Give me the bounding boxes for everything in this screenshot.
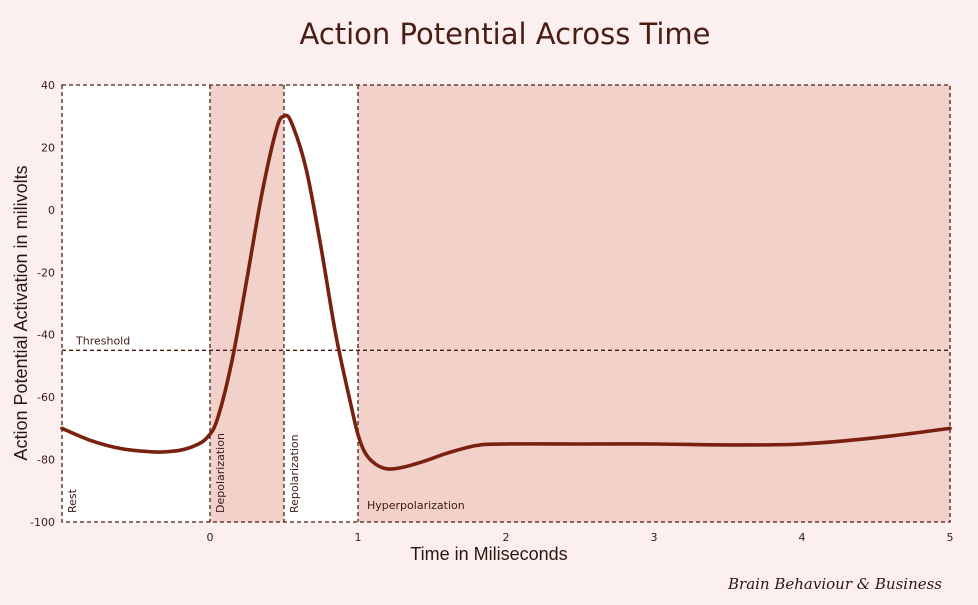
y-tick-label: 40 [41, 79, 55, 92]
x-tick-label: 3 [651, 531, 658, 544]
x-tick-label: 4 [799, 531, 806, 544]
phase-region-hyperpolarization [358, 85, 950, 522]
y-tick-label: -80 [37, 454, 55, 467]
x-tick-label: 2 [503, 531, 510, 544]
y-tick-label: -40 [37, 329, 55, 342]
threshold-label: Threshold [75, 334, 130, 347]
y-axis-label: Action Potential Activation in milivolts [11, 165, 31, 460]
phase-label-repolarization: Repolarization [288, 434, 301, 513]
phase-label-rest: Rest [66, 488, 79, 513]
x-axis-label: Time in Miliseconds [410, 544, 567, 564]
phase-label-hyperpolarization: Hyperpolarization [367, 499, 465, 512]
x-tick-label: 1 [355, 531, 362, 544]
brand-watermark: Brain Behaviour & Business [727, 575, 942, 593]
plot-area: Threshold Rest Depolarization Repolarizatio… [30, 79, 953, 544]
plot-border [61, 84, 951, 523]
y-tick-label: -60 [37, 391, 55, 404]
phase-label-depolarization: Depolarization [214, 433, 227, 513]
series-line-0 [60, 113, 952, 471]
y-tick-label: 20 [41, 141, 55, 154]
x-tick-label: 0 [207, 531, 214, 544]
y-tick-label: 0 [48, 204, 55, 217]
chart-title: Action Potential Across Time [299, 17, 710, 51]
y-tick-label: -20 [37, 266, 55, 279]
phase-region-depolarization [210, 85, 284, 522]
x-tick-label: 5 [947, 531, 954, 544]
y-tick-label: -100 [30, 516, 55, 529]
